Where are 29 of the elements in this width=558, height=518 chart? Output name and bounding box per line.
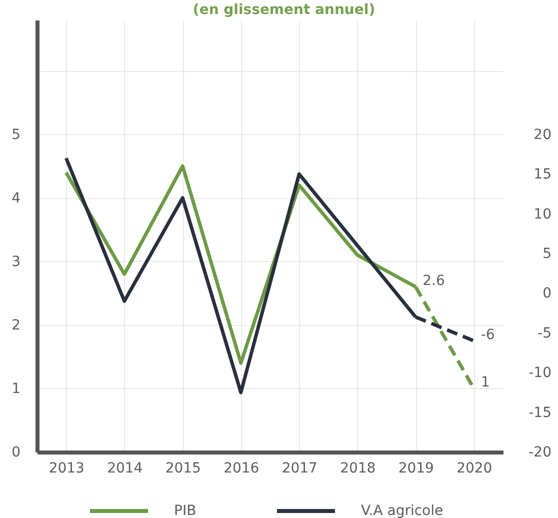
y2-tick-label: -15	[528, 404, 552, 421]
x-tick-label: 2016	[224, 460, 260, 476]
y-tick-label: 3	[12, 254, 20, 270]
y2-tick-label: -10	[528, 365, 552, 382]
y-tick-label: 2	[12, 317, 20, 334]
x-tick-label: 2013	[48, 460, 84, 476]
x-tick-label: 2019	[398, 460, 434, 476]
data-label: 1	[480, 374, 490, 390]
x-tick-label: 2020	[456, 460, 492, 476]
y-tick-label: 1	[12, 380, 20, 397]
data-label: 2.6	[422, 272, 445, 289]
legend-label: V.A agricole	[361, 503, 444, 518]
x-tick-label: 2014	[107, 460, 143, 476]
y-tick-label: 0	[12, 444, 20, 460]
y2-tick-label: 5	[542, 246, 552, 262]
y-tick-label: 5	[12, 126, 20, 143]
x-tick-label: 2015	[165, 460, 201, 476]
y2-tick-label: 15	[534, 166, 552, 183]
x-tick-label: 2018	[340, 460, 376, 476]
legend-label: PIB	[174, 503, 196, 518]
y2-tick-label: -5	[538, 325, 552, 342]
y2-tick-label: 0	[542, 286, 552, 302]
x-tick-label: 2017	[282, 460, 318, 476]
chart-title: (en glissement annuel)	[192, 2, 376, 18]
y2-tick-label: 10	[534, 206, 552, 222]
y2-tick-label: 20	[534, 126, 552, 143]
y-tick-label: 4	[12, 190, 21, 206]
data-label: -6	[480, 326, 495, 343]
y2-tick-label: -20	[528, 444, 552, 460]
